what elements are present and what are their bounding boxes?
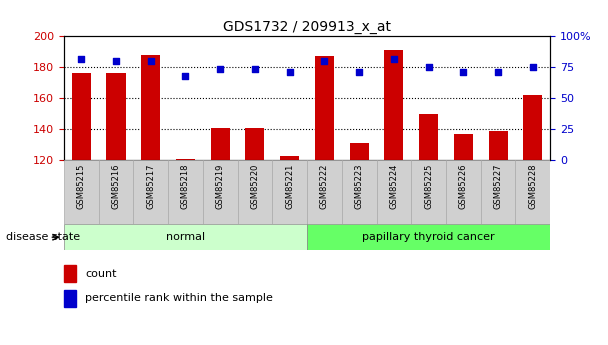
FancyBboxPatch shape <box>98 160 133 224</box>
Bar <box>384 50 404 160</box>
Point <box>250 66 260 71</box>
Text: GSM85221: GSM85221 <box>285 164 294 209</box>
Text: papillary thyroid cancer: papillary thyroid cancer <box>362 232 495 242</box>
Bar <box>64 290 75 307</box>
Bar <box>419 114 438 160</box>
Text: GSM85228: GSM85228 <box>528 164 537 209</box>
FancyBboxPatch shape <box>168 160 203 224</box>
FancyBboxPatch shape <box>481 160 516 224</box>
Text: GSM85226: GSM85226 <box>459 164 468 209</box>
Point <box>111 58 121 64</box>
FancyBboxPatch shape <box>203 160 238 224</box>
Bar <box>64 265 75 282</box>
Point <box>493 69 503 75</box>
Bar <box>523 95 542 160</box>
Bar <box>489 131 508 160</box>
Point <box>389 56 399 61</box>
Bar <box>280 156 299 160</box>
Point <box>146 58 156 64</box>
FancyBboxPatch shape <box>307 160 342 224</box>
Text: count: count <box>85 269 117 278</box>
Bar <box>454 134 473 160</box>
FancyBboxPatch shape <box>446 160 481 224</box>
Text: GSM85220: GSM85220 <box>250 164 260 209</box>
FancyBboxPatch shape <box>64 224 307 250</box>
Bar <box>315 56 334 160</box>
Point <box>181 73 190 79</box>
Text: GSM85222: GSM85222 <box>320 164 329 209</box>
Text: GSM85224: GSM85224 <box>389 164 398 209</box>
Text: GSM85225: GSM85225 <box>424 164 433 209</box>
Text: GSM85219: GSM85219 <box>216 164 225 209</box>
FancyBboxPatch shape <box>516 160 550 224</box>
Text: percentile rank within the sample: percentile rank within the sample <box>85 294 273 303</box>
FancyBboxPatch shape <box>272 160 307 224</box>
Bar <box>106 73 125 160</box>
Text: GSM85216: GSM85216 <box>111 164 120 209</box>
Text: normal: normal <box>166 232 205 242</box>
Point <box>285 69 294 75</box>
Point <box>458 69 468 75</box>
Bar <box>350 143 368 160</box>
Text: disease state: disease state <box>6 232 80 242</box>
Text: GSM85223: GSM85223 <box>354 164 364 209</box>
Bar <box>141 55 161 160</box>
Point <box>528 65 537 70</box>
Text: GSM85217: GSM85217 <box>146 164 155 209</box>
Point <box>215 66 225 71</box>
Bar <box>176 159 195 160</box>
FancyBboxPatch shape <box>342 160 376 224</box>
Title: GDS1732 / 209913_x_at: GDS1732 / 209913_x_at <box>223 20 391 34</box>
FancyBboxPatch shape <box>307 224 550 250</box>
Point <box>424 65 434 70</box>
FancyBboxPatch shape <box>238 160 272 224</box>
Point <box>354 69 364 75</box>
FancyBboxPatch shape <box>64 160 98 224</box>
FancyBboxPatch shape <box>133 160 168 224</box>
Text: GSM85218: GSM85218 <box>181 164 190 209</box>
Point <box>77 56 86 61</box>
Point <box>320 58 330 64</box>
Bar <box>210 128 230 160</box>
FancyBboxPatch shape <box>411 160 446 224</box>
Text: GSM85215: GSM85215 <box>77 164 86 209</box>
Bar <box>246 128 264 160</box>
Text: GSM85227: GSM85227 <box>494 164 503 209</box>
FancyBboxPatch shape <box>376 160 411 224</box>
Bar <box>72 73 91 160</box>
